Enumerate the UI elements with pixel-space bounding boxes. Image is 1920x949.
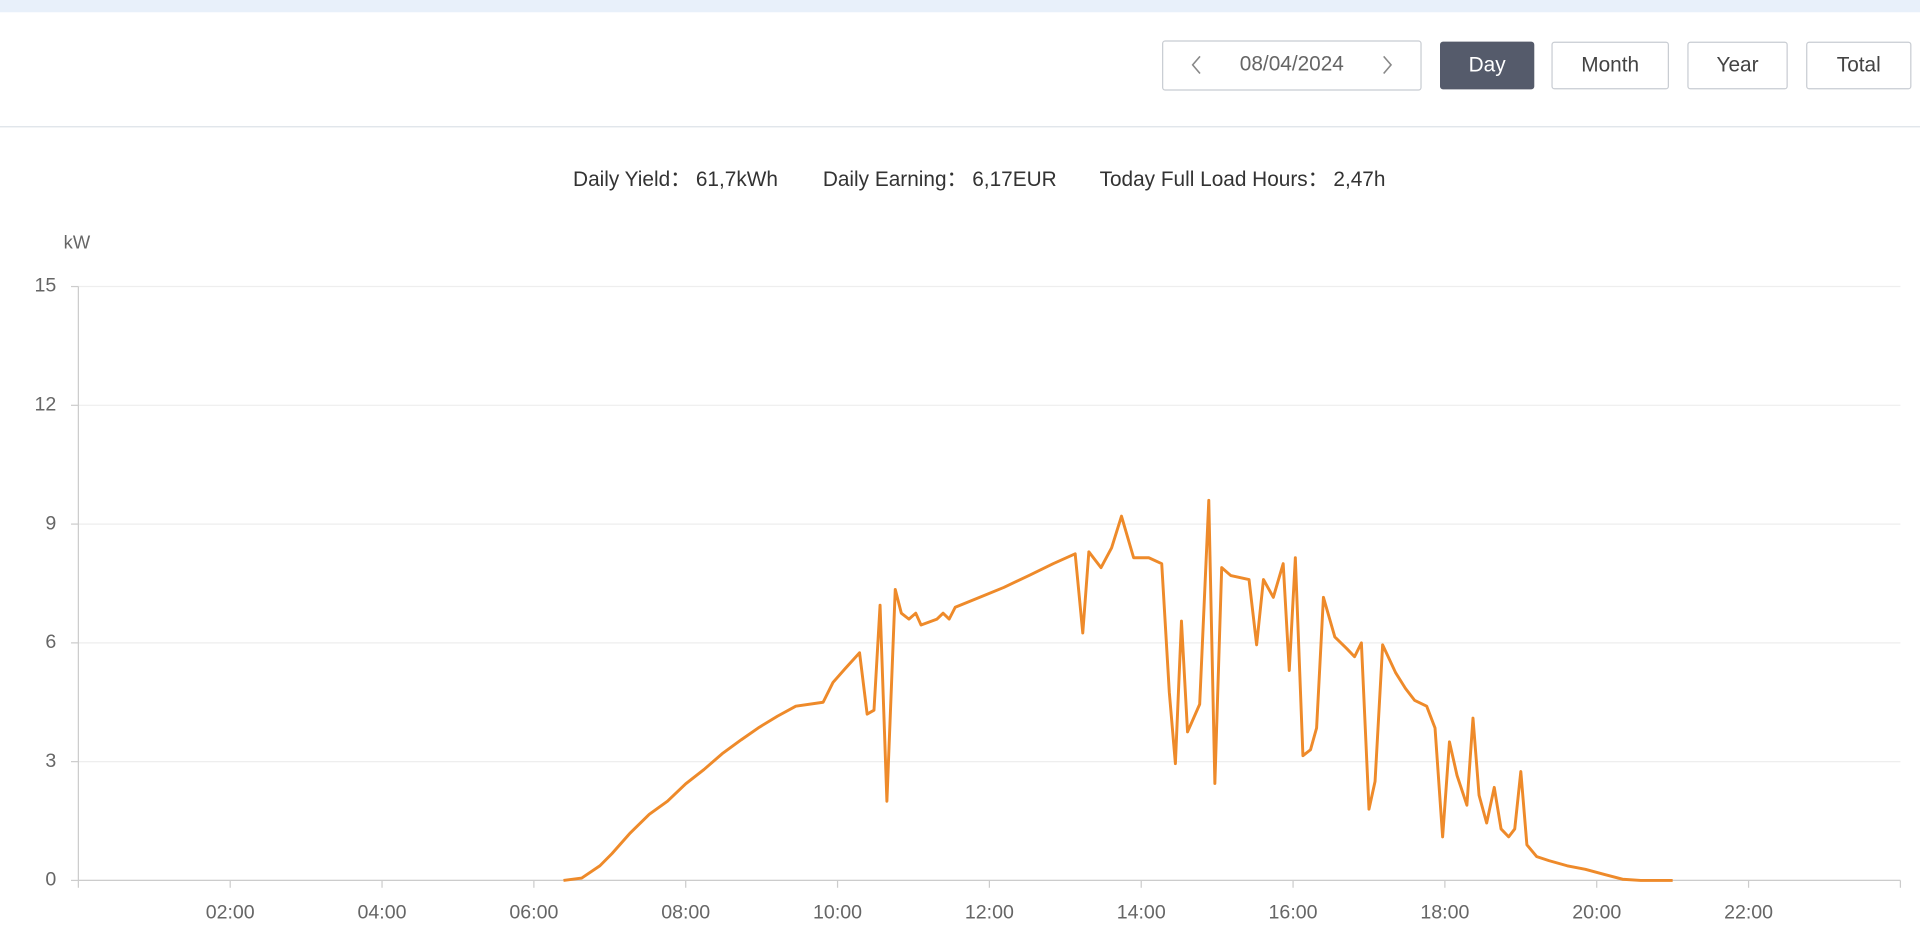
x-tick-label: 08:00 <box>661 902 710 924</box>
stat-label: Daily Earning： <box>823 168 967 191</box>
x-tick-label: 18:00 <box>1420 902 1469 924</box>
x-tick-label: 06:00 <box>509 902 558 924</box>
tab-label[interactable]: Month <box>1581 54 1639 77</box>
stat-label: Today Full Load Hours： <box>1100 168 1329 191</box>
tab-button[interactable] <box>1440 41 1535 90</box>
top-strip <box>0 0 1920 13</box>
x-tick-label: 14:00 <box>1117 902 1166 924</box>
prev-day[interactable] <box>1191 55 1201 74</box>
x-tick-label: 04:00 <box>358 902 407 924</box>
stat-value: 6,17EUR <box>972 168 1056 191</box>
y-tick-label: 0 <box>45 869 56 891</box>
y-tick-label: 3 <box>45 750 56 772</box>
y-tick-label: 9 <box>45 512 56 534</box>
date-picker <box>1162 40 1422 91</box>
x-tick-label: 22:00 <box>1724 902 1773 924</box>
tab-label[interactable]: Day <box>1469 54 1507 77</box>
x-tick-label: 16:00 <box>1269 902 1318 924</box>
date-text[interactable]: 08/04/2024 <box>1240 52 1344 75</box>
tab-label[interactable]: Year <box>1717 54 1759 77</box>
stat-value: 2,47h <box>1333 168 1385 191</box>
y-tick-label: 15 <box>35 275 57 297</box>
y-tick-label: 12 <box>35 393 57 415</box>
x-tick-label: 02:00 <box>206 902 255 924</box>
power-line <box>563 498 1673 882</box>
y-tick-label: 6 <box>45 631 56 653</box>
x-tick-label: 12:00 <box>965 902 1014 924</box>
tab-button[interactable] <box>1806 41 1912 90</box>
stat: Today Full Load Hours： 2,47h <box>1100 168 1386 191</box>
y-axis-label: kW <box>64 232 91 253</box>
stat: Daily Earning： 6,17EUR <box>823 168 1057 191</box>
stat: Daily Yield： 61,7kWh <box>573 168 778 191</box>
next-day[interactable] <box>1383 55 1393 74</box>
x-tick-label: 10:00 <box>813 902 862 924</box>
x-tick-label: 20:00 <box>1572 902 1621 924</box>
tab-label[interactable]: Total <box>1837 54 1881 77</box>
stat-label: Daily Yield： <box>573 168 691 191</box>
tab-button[interactable] <box>1687 41 1788 90</box>
tab-button[interactable] <box>1551 41 1669 90</box>
stat-value: 61,7kWh <box>696 168 778 191</box>
